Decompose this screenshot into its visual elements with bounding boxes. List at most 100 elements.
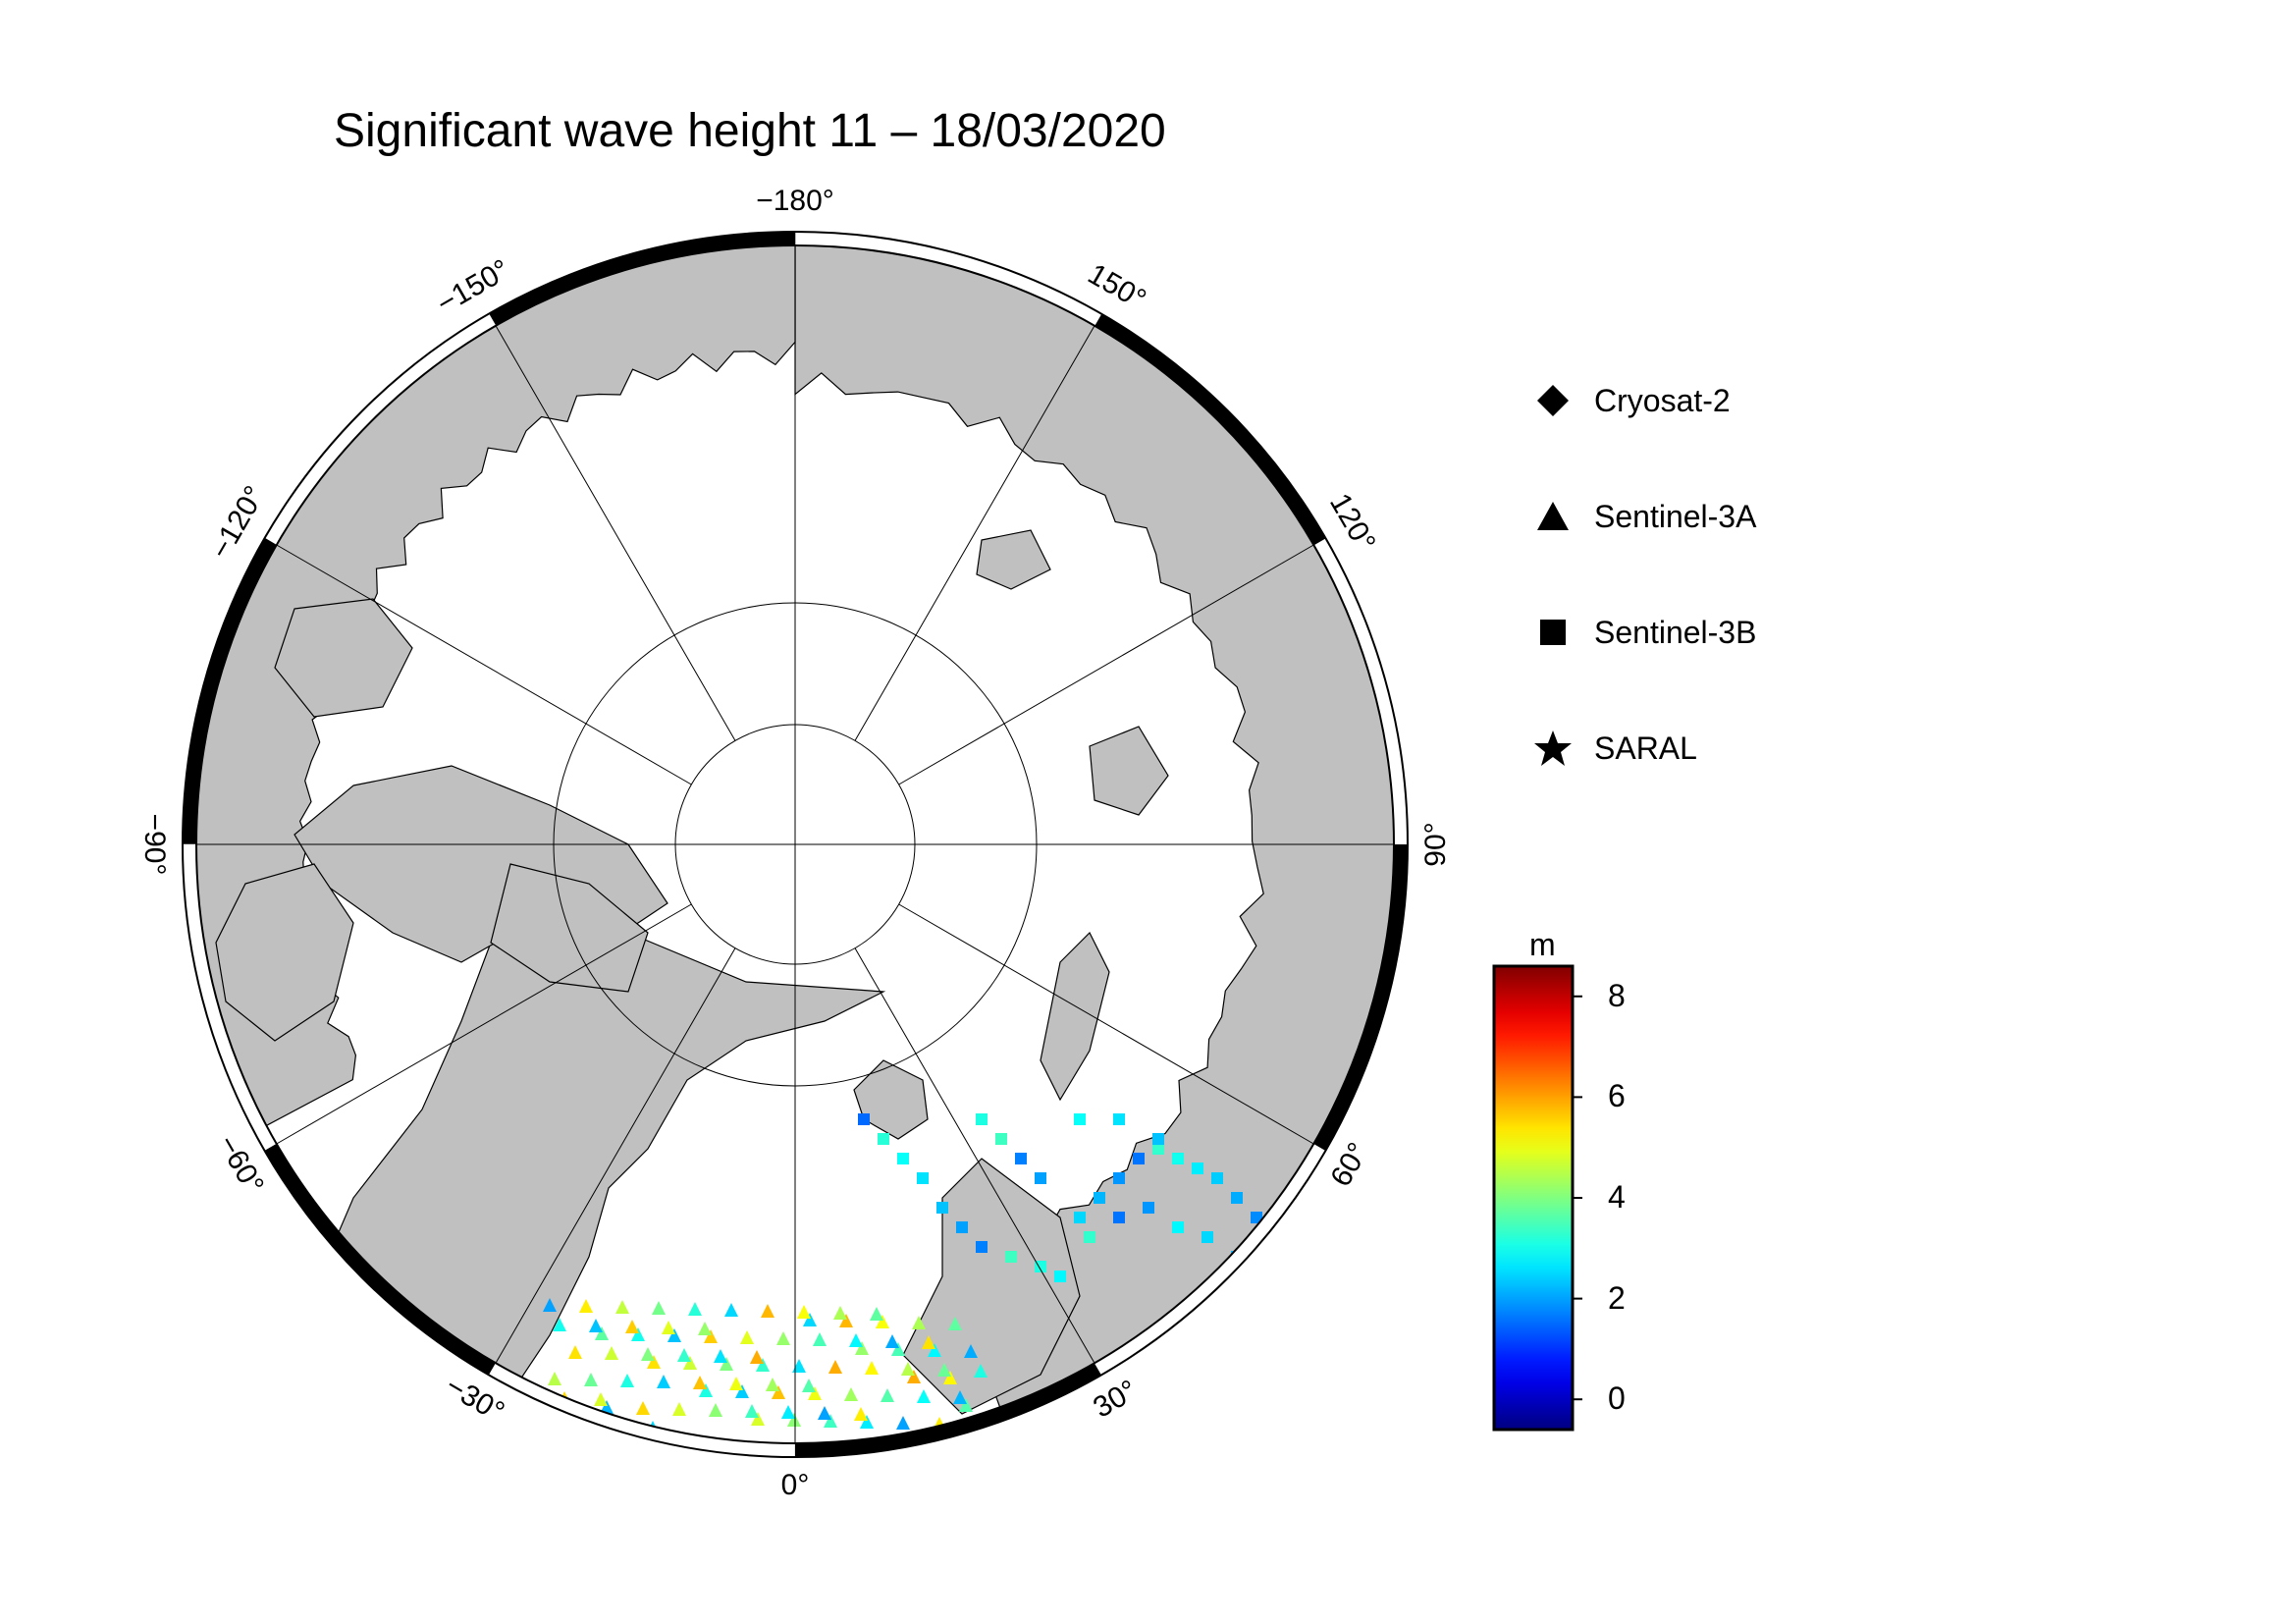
track-marker [615, 1300, 629, 1314]
track-marker [907, 1370, 921, 1383]
track-marker [803, 1313, 817, 1326]
track-marker [855, 1341, 869, 1355]
track-marker [745, 1404, 759, 1418]
victoria-land [274, 598, 413, 718]
track-marker [548, 1372, 561, 1385]
track-marker [677, 1348, 691, 1362]
colorbar-unit: m [1529, 927, 1556, 962]
track-marker [865, 1361, 879, 1375]
track-marker [657, 1375, 670, 1388]
meridian-line [276, 903, 692, 1145]
track-marker [724, 1303, 738, 1317]
track-marker [964, 1344, 978, 1358]
track-marker [1094, 1192, 1105, 1204]
new-siberian-land [976, 529, 1051, 590]
track-marker [1113, 1212, 1125, 1223]
longitude-label: 0° [781, 1469, 810, 1501]
legend-label: SARAL [1594, 730, 1697, 766]
meridian-line [495, 947, 736, 1364]
track-marker [647, 1355, 661, 1369]
track-marker [1270, 1231, 1282, 1243]
track-marker [891, 1342, 905, 1356]
track-marker [750, 1350, 764, 1364]
map-frame [182, 231, 1409, 1458]
longitude-label: −90° [138, 814, 171, 876]
track-marker [781, 1405, 795, 1419]
track-marker [1035, 1172, 1046, 1184]
track-marker [828, 1360, 842, 1374]
track-marker [974, 1364, 988, 1378]
track-marker [995, 1133, 1007, 1145]
longitude-label: 60° [1324, 1137, 1374, 1192]
meridian-line [898, 903, 1314, 1145]
track-marker [729, 1377, 743, 1390]
colorbar-tick-label: 8 [1608, 977, 1626, 1013]
track-marker [912, 1316, 926, 1329]
track-marker [667, 1328, 681, 1342]
longitude-label: 30° [1088, 1374, 1143, 1424]
meridian-line [854, 325, 1095, 741]
ellesmere-land [490, 863, 649, 993]
track-marker [594, 1392, 608, 1406]
legend-item: SARAL [1531, 729, 1697, 768]
track-marker [699, 1383, 713, 1397]
track-marker [839, 1314, 853, 1327]
track-marker [824, 1414, 837, 1428]
colorbar-tick-label: 2 [1608, 1279, 1626, 1316]
track-marker [589, 1319, 603, 1332]
track-marker [579, 1299, 593, 1313]
track-marker [605, 1346, 618, 1360]
track-marker [976, 1113, 988, 1125]
track-marker [1201, 1231, 1213, 1243]
track-marker [600, 1400, 614, 1414]
legend-label: Sentinel-3B [1594, 614, 1757, 650]
legend-label: Cryosat-2 [1594, 382, 1731, 418]
track-marker [1133, 1153, 1145, 1164]
longitude-label: −30° [440, 1370, 509, 1429]
track-marker [860, 1415, 874, 1429]
longitude-label: −180° [756, 185, 834, 217]
track-marker [787, 1413, 801, 1427]
track-marker [917, 1389, 931, 1403]
baffin-land [215, 863, 354, 1042]
triangle-icon [1531, 497, 1575, 536]
track-marker [652, 1301, 666, 1315]
track-marker [876, 1315, 889, 1328]
meridian-line [495, 325, 736, 741]
track-marker [885, 1334, 899, 1348]
track-marker [1172, 1153, 1184, 1164]
track-marker [922, 1335, 935, 1349]
track-marker [870, 1307, 883, 1321]
track-marker [1290, 1241, 1302, 1253]
track-marker [709, 1403, 722, 1417]
track-marker [714, 1349, 727, 1363]
track-marker [937, 1363, 951, 1377]
track-marker [928, 1343, 941, 1357]
colorbar-gradient [1492, 964, 1575, 1432]
track-marker [1152, 1133, 1164, 1145]
track-marker [818, 1406, 831, 1420]
track-marker [808, 1386, 822, 1400]
track-marker [802, 1379, 816, 1392]
track-marker [901, 1362, 915, 1376]
diamond-icon [1531, 381, 1575, 420]
colorbar-tick-label: 4 [1608, 1179, 1626, 1215]
meridian-line [898, 544, 1314, 785]
track-marker [1074, 1212, 1086, 1223]
track-marker [568, 1345, 582, 1359]
track-marker [1113, 1172, 1125, 1184]
figure-title: Significant wave height 11 – 18/03/2020 [334, 105, 1166, 157]
track-marker [1054, 1271, 1066, 1282]
track-marker [1005, 1251, 1017, 1263]
track-marker [1084, 1231, 1095, 1243]
track-marker [1172, 1221, 1184, 1233]
square-icon [1531, 613, 1575, 652]
track-marker [1192, 1163, 1203, 1174]
track-marker [1074, 1113, 1086, 1125]
track-marker [1211, 1172, 1223, 1184]
track-marker [897, 1153, 909, 1164]
track-marker [896, 1416, 910, 1430]
track-marker [698, 1322, 712, 1335]
